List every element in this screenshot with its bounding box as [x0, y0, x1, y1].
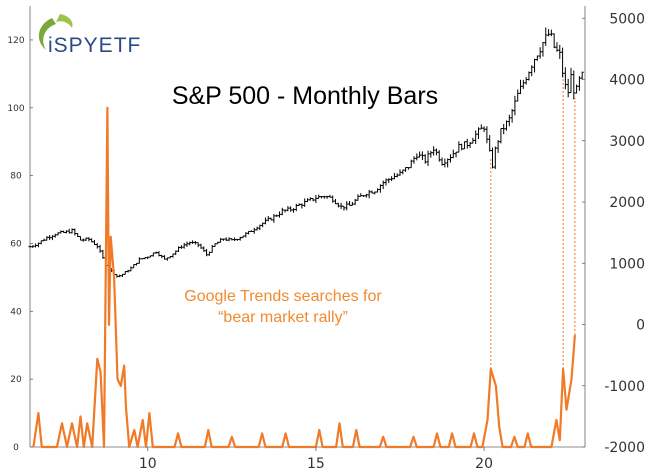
annotation-line-2: “bear market rally”	[218, 309, 348, 326]
logo: iSPYETF	[38, 14, 141, 57]
right-tick-label: 4000	[609, 73, 645, 89]
left-tick-label: 60	[10, 239, 22, 249]
x-axis-ticks: 10 15 20	[139, 447, 493, 472]
spx-series	[28, 27, 584, 278]
google-trends-series	[32, 106, 576, 449]
right-tick-label: 2000	[609, 195, 645, 211]
x-tick-label: 15	[307, 456, 325, 472]
logo-text: iSPYETF	[48, 34, 141, 57]
right-tick-label: -1000	[604, 379, 645, 395]
guide-lines	[490, 75, 576, 369]
left-tick-label: 40	[10, 307, 22, 317]
x-tick-label: 20	[475, 456, 493, 472]
left-tick-label: 80	[10, 172, 22, 182]
x-tick-label: 10	[139, 456, 157, 472]
right-tick-label: 3000	[609, 134, 645, 150]
right-tick-label: -2000	[604, 440, 645, 456]
right-tick-label: 1000	[609, 256, 645, 272]
left-axis-ticks: 0 20 40 60 80 100 120	[7, 36, 33, 453]
logo-swirl-icon	[38, 14, 73, 50]
left-tick-label: 0	[13, 443, 19, 453]
left-tick-label: 20	[10, 375, 22, 385]
plot-area	[30, 6, 585, 447]
left-tick-label: 100	[7, 104, 24, 114]
left-tick-label: 120	[7, 36, 24, 46]
right-tick-label: 0	[636, 318, 645, 334]
google-trends-line	[32, 106, 576, 449]
right-tick-label: 5000	[609, 11, 645, 27]
chart-title: S&P 500 - Monthly Bars	[172, 82, 438, 110]
right-axis-ticks: -2000 -1000 0 1000 2000 3000 4000 5000	[582, 11, 645, 456]
annotation-line-1: Google Trends searches for	[184, 288, 382, 305]
